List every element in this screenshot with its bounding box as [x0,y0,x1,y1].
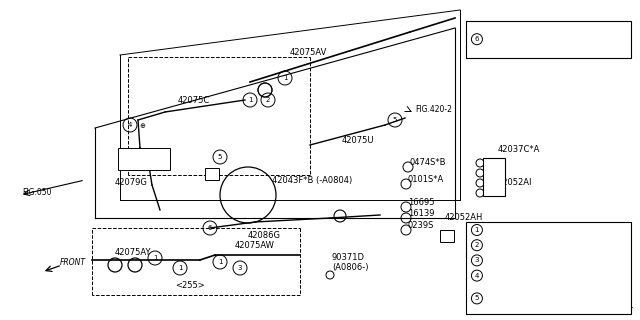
Text: 1: 1 [153,255,157,261]
Text: 1: 1 [218,259,222,265]
Text: 5: 5 [475,295,479,301]
Text: 0101S*A: 0101S*A [408,175,444,184]
Text: FRONT: FRONT [60,258,86,267]
Bar [118,148,170,170]
Text: 2: 2 [266,97,270,103]
Text: 6: 6 [475,36,479,42]
Text: 6: 6 [208,225,212,231]
Text: 16695: 16695 [408,198,435,207]
Text: FIG.050: FIG.050 [22,188,51,197]
Text: 42086G: 42086G [248,231,281,240]
Text: 16139: 16139 [408,209,435,218]
Text: 1: 1 [248,97,252,103]
Text: 42052AI: 42052AI [498,178,532,187]
Text: FIG.420-2: FIG.420-2 [415,105,452,114]
Text: 42037F  (-0811): 42037F (-0811) [488,28,547,34]
Text: 2: 2 [475,242,479,248]
Text: 3: 3 [237,265,243,271]
Text: 42075AW: 42075AW [235,241,275,250]
Bar [466,21,631,58]
Text: W170069 (-0811): W170069 (-0811) [488,285,552,292]
Text: 42075C: 42075C [178,96,211,105]
Text: 86613: 86613 [488,271,512,280]
Bar [205,168,219,180]
Text: 0239S: 0239S [408,221,435,230]
Text: 0923S*C (0811-): 0923S*C (0811-) [488,44,548,51]
Text: 42096E: 42096E [488,241,517,250]
Text: W170070: W170070 [127,156,161,162]
Text: 42043F*B (-A0804): 42043F*B (-A0804) [272,176,352,185]
Text: 42075U: 42075U [342,136,374,145]
Text: 90371D
(A0806-): 90371D (A0806-) [332,252,369,272]
Text: 42086F: 42086F [488,256,516,265]
Text: 1: 1 [178,265,182,271]
Text: 1: 1 [283,75,287,81]
Text: 42075AV: 42075AV [290,48,328,57]
Text: 42079G: 42079G [115,178,148,187]
Text: 0923S*B (0811-): 0923S*B (0811-) [488,305,548,312]
Text: ⊕: ⊕ [139,123,145,129]
Text: 5: 5 [218,154,222,160]
Text: 3: 3 [475,257,479,263]
Text: 42075AY: 42075AY [115,248,152,257]
Text: <255>: <255> [175,281,205,290]
Text: 4: 4 [128,122,132,128]
Text: A420001441: A420001441 [586,301,635,310]
Text: 4: 4 [475,273,479,279]
Text: 42037C*A: 42037C*A [498,145,540,154]
Text: A: A [444,231,450,241]
Text: 1: 1 [475,227,479,233]
Text: 42052AH: 42052AH [445,213,483,222]
Text: 5: 5 [393,117,397,123]
Text: 0474S*B: 0474S*B [410,158,447,167]
Text: 42037C*D: 42037C*D [488,226,527,235]
Text: A: A [209,170,214,179]
Bar [466,222,631,314]
Bar [483,158,505,196]
Bar [440,230,454,242]
